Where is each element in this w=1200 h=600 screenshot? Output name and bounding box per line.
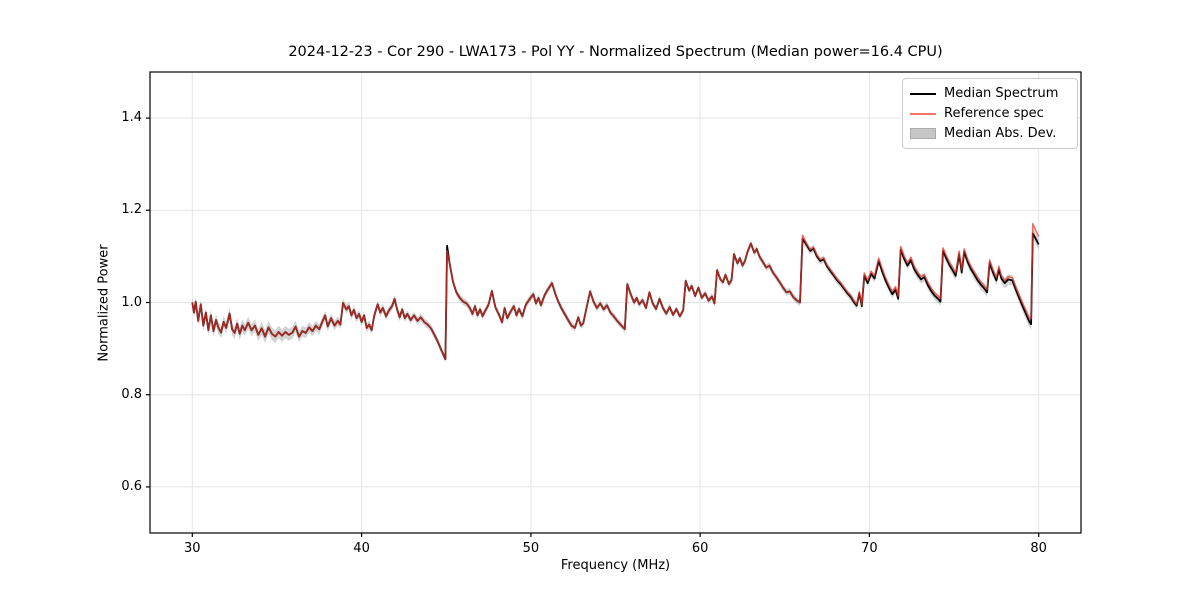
y-tick-label: 1.2 [121, 202, 142, 218]
legend-label: Median Spectrum [944, 86, 1059, 101]
legend-item-median-abs-dev: Median Abs. Dev. [903, 126, 1077, 141]
median-line-sample-icon [910, 92, 936, 95]
x-tick-label: 50 [522, 541, 540, 556]
y-tick-label: 0.8 [121, 386, 142, 402]
mad-patch-sample-icon [910, 128, 936, 139]
legend-item-median-spectrum: Median Spectrum [903, 86, 1077, 101]
legend-item-reference-spec: Reference spec [903, 106, 1077, 121]
x-tick-label: 70 [861, 541, 878, 556]
x-tick-label: 40 [353, 541, 370, 556]
x-tick-label: 30 [184, 541, 201, 556]
y-tick-label: 1.0 [121, 294, 142, 310]
x-axis-label: Frequency (MHz) [560, 558, 671, 573]
reference-line-sample-icon [910, 112, 936, 115]
x-tick-label: 60 [691, 541, 709, 556]
y-tick-label: 0.6 [121, 478, 142, 494]
x-tick-label: 80 [1030, 541, 1047, 556]
legend: Median Spectrum Reference spec Median Ab… [902, 78, 1078, 149]
y-tick-label: 1.4 [121, 110, 142, 126]
legend-label: Median Abs. Dev. [944, 126, 1057, 141]
legend-label: Reference spec [944, 106, 1044, 121]
chart-title: 2024-12-23 - Cor 290 - LWA173 - Pol YY -… [288, 44, 943, 60]
